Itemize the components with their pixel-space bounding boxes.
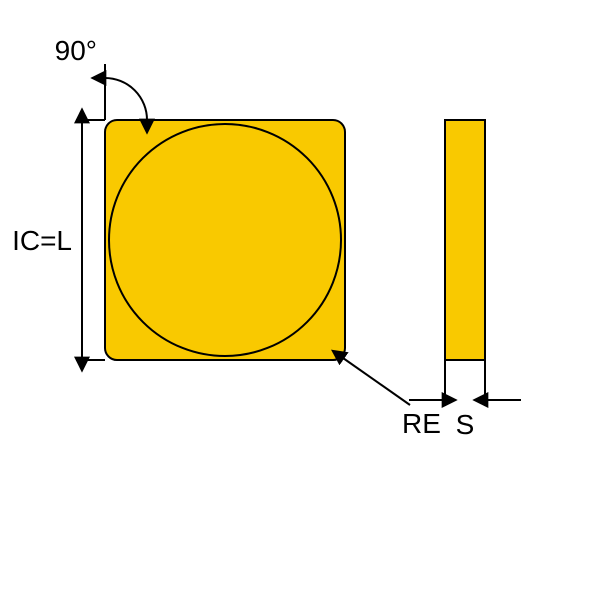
s-label: S (456, 409, 475, 440)
insert-side-view (445, 120, 485, 360)
insert-front-view (105, 120, 345, 360)
angle-label: 90° (55, 35, 97, 66)
re-label: RE (402, 408, 441, 439)
dimension-ic: IC=L (12, 120, 105, 360)
ic-label: IC=L (12, 225, 72, 256)
angle-annotation: 90° (55, 35, 147, 120)
technical-drawing: 90° IC=L RE S (0, 0, 600, 600)
re-annotation: RE (343, 358, 441, 439)
